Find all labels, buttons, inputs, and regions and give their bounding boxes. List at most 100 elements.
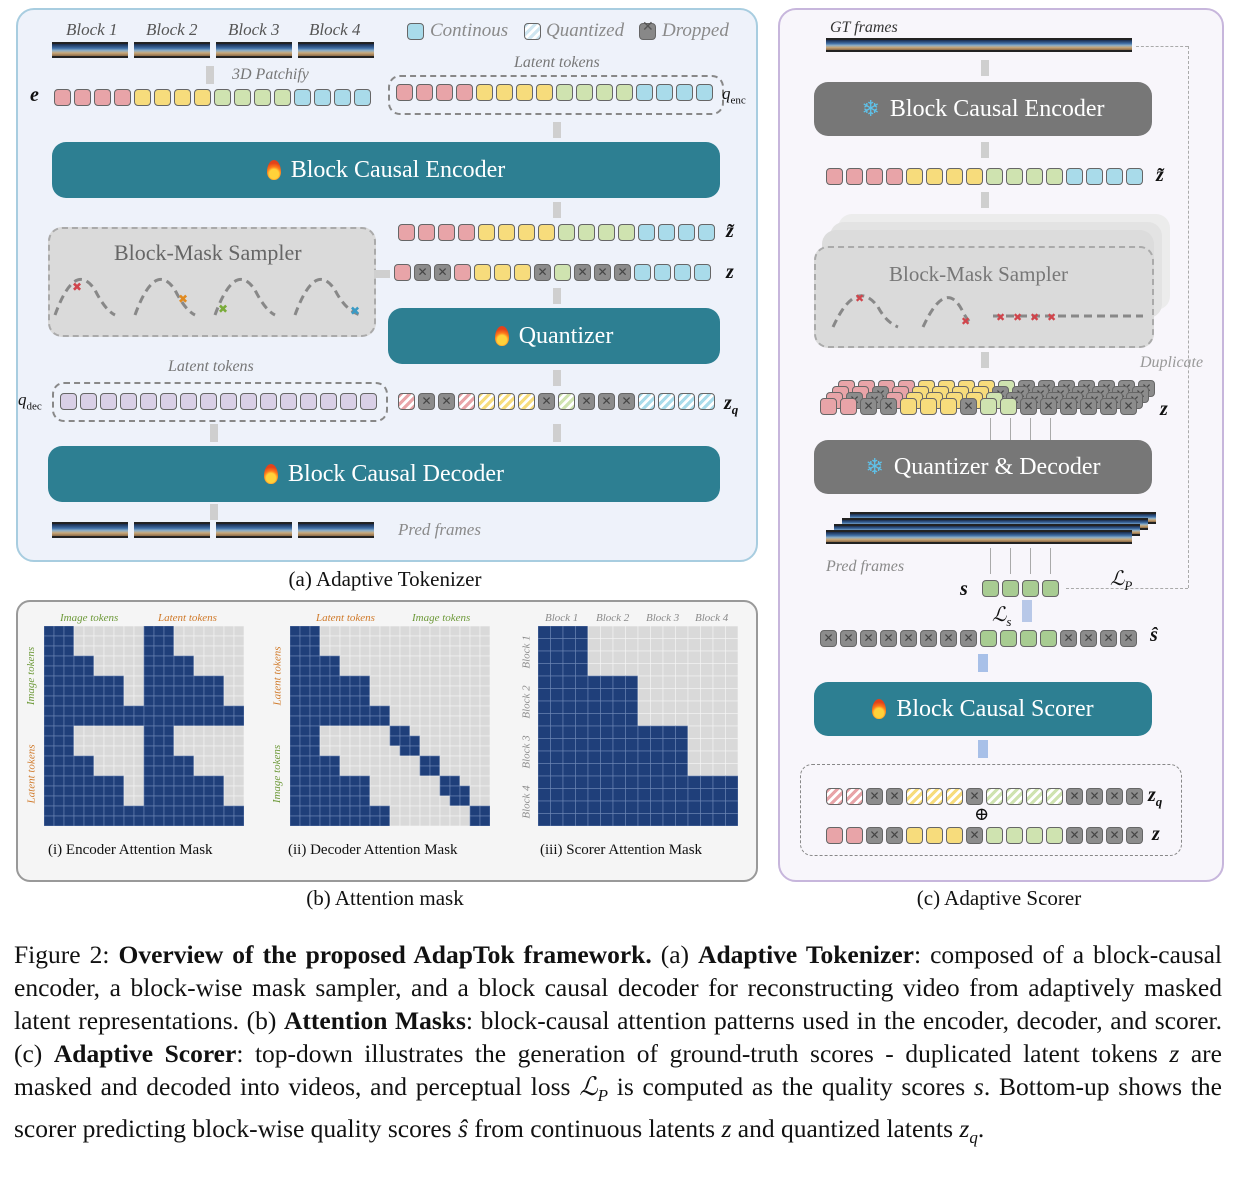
c-z-tilde-token <box>1026 168 1043 185</box>
mask-cell <box>163 626 175 637</box>
q-dec-token <box>300 393 317 410</box>
mask-cell <box>429 655 441 667</box>
mask-cell <box>103 725 115 737</box>
mask-cell <box>183 745 195 757</box>
mask-cell <box>538 738 551 752</box>
mask-cell <box>53 655 65 667</box>
mask-cell <box>203 685 215 697</box>
mask-cell <box>193 755 205 767</box>
mask-cell <box>53 805 65 817</box>
q-dec-token <box>360 393 377 410</box>
e-token <box>254 89 271 106</box>
sco-top-1: Block 1 <box>545 612 579 624</box>
mask-cell <box>103 815 115 826</box>
mask-cell <box>359 655 371 667</box>
caption-b: (b) Attention mask <box>306 886 464 910</box>
mask-cell <box>700 688 714 702</box>
mask-cell <box>339 795 351 807</box>
svg-text:✖: ✖ <box>350 304 360 318</box>
mask-cell <box>625 775 639 789</box>
mask-cell <box>329 626 341 637</box>
z-tilde-token <box>598 224 615 241</box>
mask-cell <box>419 785 431 797</box>
mask-cell <box>113 665 125 677</box>
mask-cell <box>153 725 165 737</box>
mask-cell <box>449 735 461 747</box>
sco-caption: (iii) Scorer Attention Mask <box>540 842 703 858</box>
mask-cell <box>233 785 244 797</box>
mask-cell <box>389 775 401 787</box>
mask-cell <box>379 735 391 747</box>
arrow-a-3 <box>553 288 561 304</box>
mask-cell <box>163 725 175 737</box>
mask-cell <box>379 635 391 647</box>
mask-cell <box>123 655 135 667</box>
mask-cell <box>44 765 55 777</box>
mask-cell <box>93 675 105 687</box>
mask-cell <box>399 805 411 817</box>
gt-frames-label: GT frames <box>830 19 898 36</box>
mask-cell <box>625 675 639 689</box>
mask-cell <box>429 755 441 767</box>
c-z-tilde-token <box>926 168 943 185</box>
mask-cell <box>123 635 135 647</box>
mask-cell <box>409 805 421 817</box>
mask-cell <box>319 626 331 637</box>
sampler-a-label: Block-Mask Sampler <box>114 240 302 265</box>
sym-z-c-bottom: z <box>1152 823 1160 845</box>
mask-cell <box>575 688 589 702</box>
mask-cell <box>429 675 441 687</box>
mask-cell <box>662 763 676 777</box>
mask-cell <box>83 705 95 717</box>
mask-cell <box>73 795 85 807</box>
q-enc-token <box>416 84 433 101</box>
e-token <box>334 89 351 106</box>
flame-icon <box>264 464 279 484</box>
s-hat-token: ✕ <box>1120 630 1137 647</box>
mask-cell <box>625 763 639 777</box>
mask-cell <box>83 735 95 747</box>
mask-cell <box>637 788 651 802</box>
mask-cell <box>83 675 95 687</box>
mask-cell <box>319 685 331 697</box>
z-tilde-token <box>658 224 675 241</box>
mask-cell <box>143 635 155 647</box>
z-token <box>694 264 711 281</box>
e-token <box>154 89 171 106</box>
mask-cell <box>73 626 85 637</box>
mask-cell <box>233 815 244 826</box>
mask-cell <box>290 765 301 777</box>
mask-cell <box>479 626 490 637</box>
mask-cell <box>319 665 331 677</box>
mask-cell <box>83 695 95 707</box>
mask-cell <box>359 695 371 707</box>
mask-cell <box>612 813 626 826</box>
mask-cell <box>538 626 551 639</box>
mask-cell <box>369 645 381 657</box>
loop-line-h-top <box>1136 46 1188 47</box>
mask-cell <box>469 645 481 657</box>
z-token <box>634 264 651 281</box>
mask-cell <box>439 645 451 657</box>
mask-cell <box>123 815 135 826</box>
mask-cell <box>687 813 701 826</box>
mask-cell <box>469 626 481 637</box>
mask-cell <box>389 785 401 797</box>
mask-cell <box>389 635 401 647</box>
mask-cell <box>359 645 371 657</box>
mask-cell <box>93 775 105 787</box>
mask-cell <box>359 815 371 826</box>
mask-cell <box>612 663 626 677</box>
enc-left-bottom: Latent tokens <box>25 744 38 804</box>
mask-cell <box>575 738 589 752</box>
mask-cell <box>399 685 411 697</box>
mask-cell <box>562 638 576 652</box>
mask-cell <box>203 745 215 757</box>
mask-cell <box>687 800 701 814</box>
arrow-a-5 <box>210 424 218 442</box>
mask-cell <box>419 755 431 767</box>
q-dec-token <box>80 393 97 410</box>
dup-z-token <box>820 398 837 415</box>
mask-cell <box>625 700 639 714</box>
mask-cell <box>183 775 195 787</box>
